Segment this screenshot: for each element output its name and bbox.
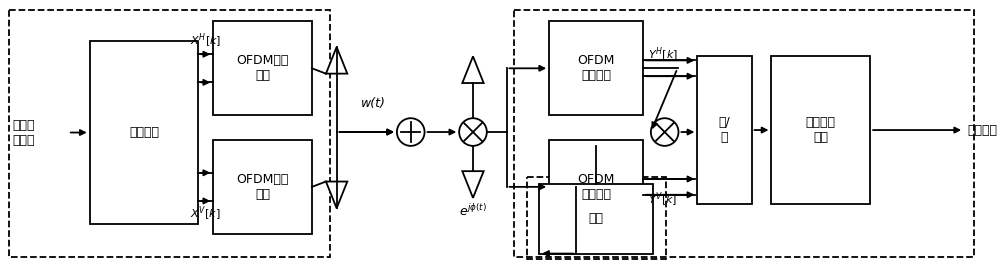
Polygon shape: [326, 181, 347, 208]
Bar: [527, 177, 666, 258]
Bar: [213, 140, 312, 234]
Polygon shape: [462, 56, 484, 83]
Polygon shape: [326, 47, 347, 74]
Bar: [90, 41, 198, 224]
Circle shape: [397, 118, 425, 146]
Text: $X^H[k]$: $X^H[k]$: [190, 32, 221, 50]
Text: 极化调制: 极化调制: [129, 126, 159, 139]
Text: OFDM发射
模块: OFDM发射 模块: [236, 173, 289, 201]
Circle shape: [651, 118, 678, 146]
Text: OFDM
接收模块: OFDM 接收模块: [577, 173, 615, 201]
Text: 原始数
据信息: 原始数 据信息: [13, 119, 35, 147]
Polygon shape: [462, 171, 484, 198]
Bar: [697, 56, 752, 204]
Circle shape: [459, 118, 487, 146]
Text: $Y^V[k]$: $Y^V[k]$: [648, 191, 677, 209]
Text: 并/
串: 并/ 串: [719, 116, 730, 144]
Bar: [549, 140, 643, 234]
Bar: [213, 21, 312, 115]
Text: 相位差逆
映射: 相位差逆 映射: [806, 116, 836, 144]
Bar: [771, 56, 870, 204]
Bar: [9, 9, 330, 256]
Text: $X^V[k]$: $X^V[k]$: [190, 205, 221, 223]
Bar: [539, 184, 653, 254]
Text: 解调数据: 解调数据: [967, 124, 997, 137]
Text: w(t): w(t): [361, 97, 386, 110]
Bar: [514, 9, 974, 256]
Text: $e^{j\phi(t)}$: $e^{j\phi(t)}$: [459, 203, 487, 219]
Text: $Y^H[k]$: $Y^H[k]$: [648, 46, 678, 64]
Bar: [549, 21, 643, 115]
Text: OFDM发射
模块: OFDM发射 模块: [236, 54, 289, 82]
Text: OFDM
接收模块: OFDM 接收模块: [577, 54, 615, 82]
Text: 反相: 反相: [588, 212, 603, 225]
